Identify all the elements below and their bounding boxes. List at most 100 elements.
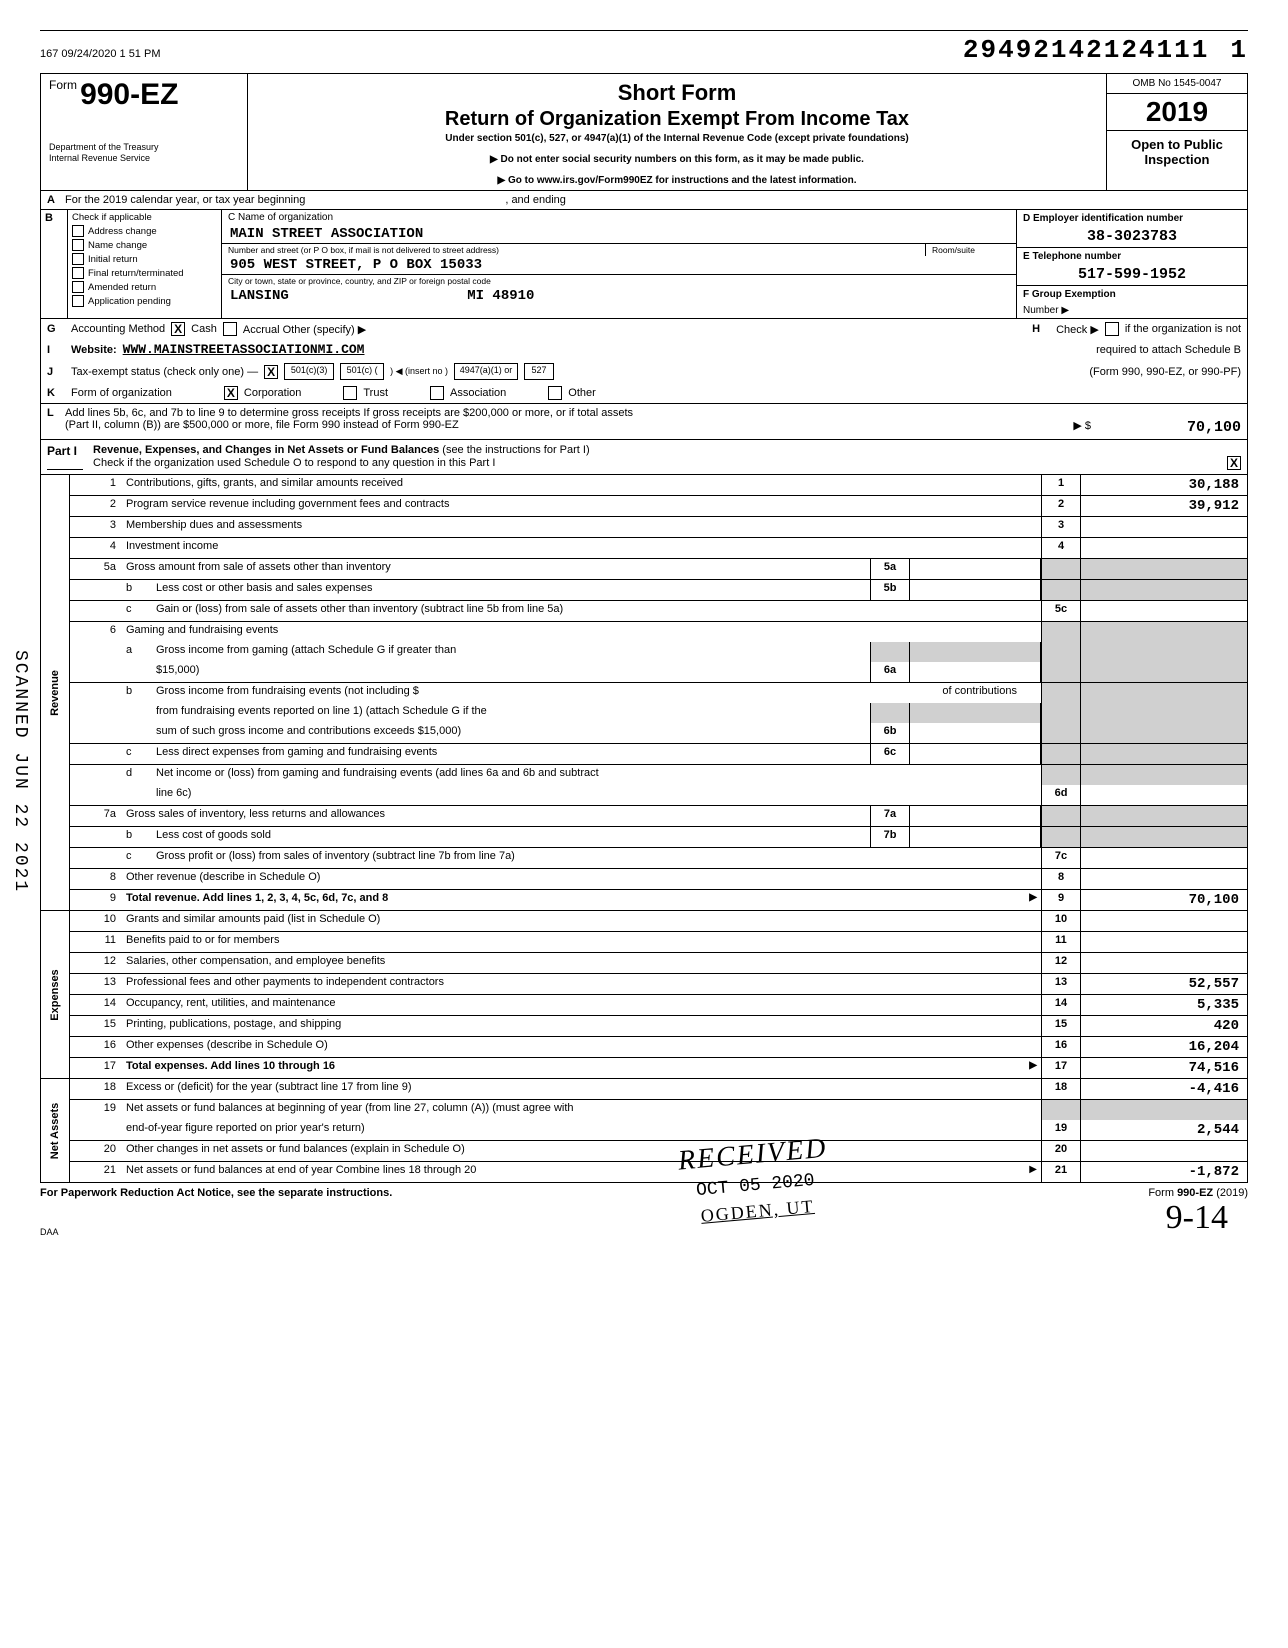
check-final-return[interactable]: Final return/terminated [72,267,217,279]
row-i: I Website: WWW.MAINSTREETASSOCIATIONMI.C… [41,339,1247,360]
line-14: 14 Occupancy, rent, utilities, and maint… [70,995,1247,1016]
line-6c: c Less direct expenses from gaming and f… [70,744,1247,765]
row-a-text: For the 2019 calendar year, or tax year … [65,194,305,206]
line-21: 21 Net assets or fund balances at end of… [70,1162,1247,1182]
dept-treasury: Department of the Treasury [49,142,239,153]
row-h-text: Check ▶ [1056,323,1099,336]
opt-4947: 4947(a)(1) or [454,363,518,380]
check-amended-return[interactable]: Amended return [72,281,217,293]
line-4: 4 Investment income 4 [70,538,1247,559]
handwritten-bottom: 9-14 [1166,1199,1228,1237]
row-k: K Form of organization X Corporation Tru… [41,383,1247,403]
line-3: 3 Membership dues and assessments 3 [70,517,1247,538]
website-value: WWW.MAINSTREETASSOCIATIONMI.COM [123,342,365,357]
part1-check-text: Check if the organization used Schedule … [93,457,495,469]
line-5a: 5a Gross amount from sale of assets othe… [70,559,1247,580]
line-6b-1: b Gross income from fundraising events (… [70,683,1247,703]
opt-501c: 501(c) ( [340,363,384,380]
corp-label: Corporation [244,387,301,399]
line-6d-2: line 6c) 6d [70,785,1247,806]
form990-note: (Form 990, 990-EZ, or 990-PF) [1089,366,1241,378]
line-18: 18 Excess or (deficit) for the year (sub… [70,1079,1247,1100]
row-h-text2: if the organization is not [1125,323,1241,335]
part1-table: Revenue 1 Contributions, gifts, grants, … [41,474,1247,1182]
opt-501c3: 501(c)(3) [284,363,334,380]
cash-label: Cash [191,323,217,335]
sidebar-revenue: Revenue [41,475,70,911]
line-19-1: 19 Net assets or fund balances at beginn… [70,1100,1247,1120]
row-j-letter: J [47,366,65,378]
omb-number: OMB No 1545-0047 [1107,74,1247,94]
line-2: 2 Program service revenue including gove… [70,496,1247,517]
open-to-public: Open to Public Inspection [1107,131,1247,190]
f-label: F Group Exemption [1017,285,1247,302]
other-label: Other [568,387,596,399]
section-b-f: B Check if applicable Address change Nam… [41,209,1247,318]
line-6b-2: from fundraising events reported on line… [70,703,1247,723]
tax-exempt-label: Tax-exempt status (check only one) — [71,366,258,378]
form-label: Form [49,78,77,92]
form-name-cell: Form 990-EZ Department of the Treasury I… [41,74,248,190]
return-title: Return of Organization Exempt From Incom… [256,108,1098,131]
check-address-change[interactable]: Address change [72,225,217,237]
check-name-change[interactable]: Name change [72,239,217,251]
row-a-letter: A [47,194,65,206]
line-8: 8 Other revenue (describe in Schedule O)… [70,869,1247,890]
e-label: E Telephone number [1017,247,1247,264]
line-7b: b Less cost of goods sold 7b [70,827,1247,848]
line-6d-1: d Net income or (loss) from gaming and f… [70,765,1247,785]
row-l-value: 70,100 [1091,419,1241,436]
check-other[interactable] [548,386,562,400]
phone: 517-599-1952 [1017,264,1247,285]
line-1: 1 Contributions, gifts, grants, and simi… [70,475,1247,496]
form-container: Form 990-EZ Department of the Treasury I… [40,73,1248,1183]
sidebar-expenses: Expenses [41,911,70,1079]
check-application-pending[interactable]: Application pending [72,295,217,307]
check-initial-return[interactable]: Initial return [72,253,217,265]
footer-daa: DAA [40,1227,1248,1237]
check-h[interactable] [1105,322,1119,336]
scanned-stamp: SCANNED JUN 22 2021 [10,650,30,893]
footer: For Paperwork Reduction Act Notice, see … [40,1183,1248,1203]
check-applicable-label: Check if applicable [72,212,217,223]
row-l-text1: Add lines 5b, 6c, and 7b to line 9 to de… [65,407,633,419]
instruction-1: Do not enter social security numbers on … [256,154,1098,165]
col-check-applicable: Check if applicable Address change Name … [68,210,222,318]
check-cash[interactable]: X [171,322,185,336]
org-city: LANSING MI 48910 [222,287,1016,305]
line-20: 20 Other changes in net assets or fund b… [70,1141,1247,1162]
instruction-2: Go to www.irs.gov/Form990EZ for instruct… [256,175,1098,186]
subtitle: Under section 501(c), 527, or 4947(a)(1)… [256,133,1098,144]
dept-irs: Internal Revenue Service [49,153,239,164]
c-name-label: C Name of organization [222,210,1016,225]
row-h-letter: H [1032,323,1050,335]
addr-label: Number and street (or P O box, if mail i… [222,244,925,256]
col-b: B [41,210,68,318]
line-6b-3: sum of such gross income and contributio… [70,723,1247,744]
line-13: 13 Professional fees and other payments … [70,974,1247,995]
trust-label: Trust [363,387,388,399]
line-19-2: end-of-year figure reported on prior yea… [70,1120,1247,1141]
check-corporation[interactable]: X [224,386,238,400]
footer-right: Form 990-EZ (2019) [1148,1187,1248,1199]
assoc-label: Association [450,387,506,399]
acct-method-label: Accounting Method [71,323,165,335]
org-address: 905 WEST STREET, P O BOX 15033 [222,256,1016,274]
row-l-letter: L [47,407,65,419]
line-6a-2: $15,000) 6a [70,662,1247,683]
line-7c: c Gross profit or (loss) from sales of i… [70,848,1247,869]
tracking-number: 29492142124111 [963,35,1209,65]
sched-b-note: required to attach Schedule B [1096,344,1241,356]
line-16: 16 Other expenses (describe in Schedule … [70,1037,1247,1058]
check-trust[interactable] [343,386,357,400]
line-17: 17 Total expenses. Add lines 10 through … [70,1058,1247,1079]
ein: 38-3023783 [1017,226,1247,247]
row-l-text2: (Part II, column (B)) are $500,000 or mo… [65,419,459,436]
tracking-wrapper: 29492142124111 1 [963,35,1248,65]
check-accrual[interactable] [223,322,237,336]
check-association[interactable] [430,386,444,400]
check-schedule-o[interactable]: X [1227,456,1241,470]
check-501c3[interactable]: X [264,365,278,379]
tracking-suffix: 1 [1230,35,1248,65]
row-j: J Tax-exempt status (check only one) — X… [41,360,1247,383]
